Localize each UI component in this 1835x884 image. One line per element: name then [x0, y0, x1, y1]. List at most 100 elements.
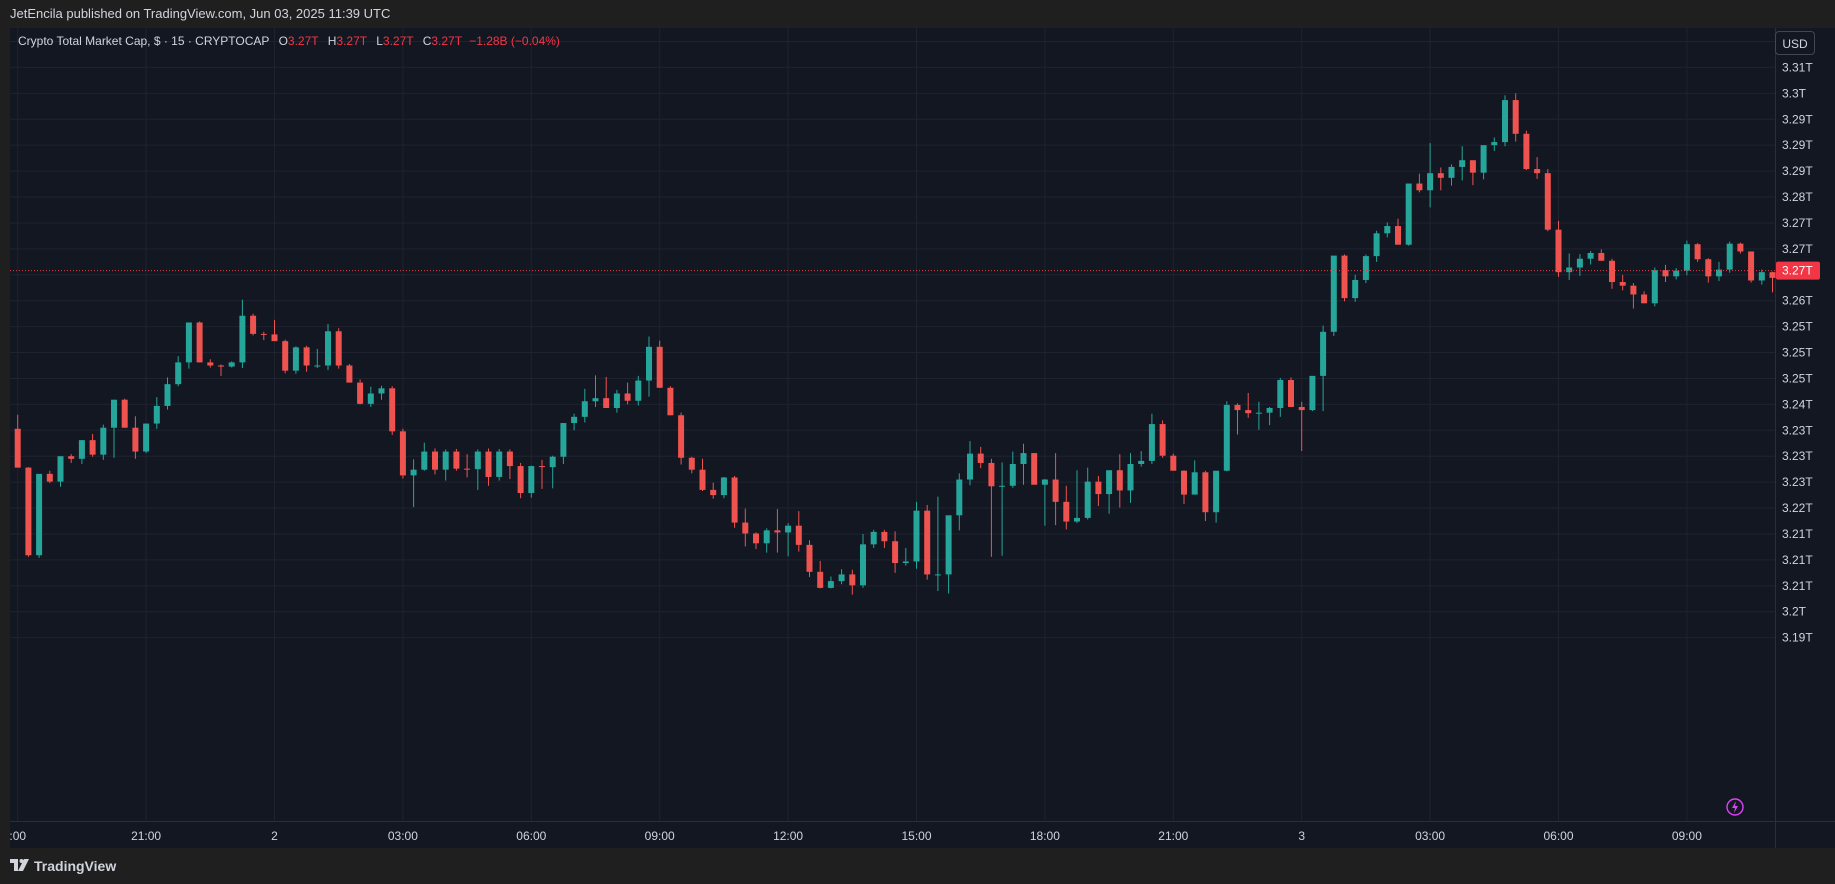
- candle-body: [731, 477, 738, 523]
- candle-body: [1288, 380, 1294, 407]
- candle-body: [1181, 470, 1187, 495]
- candle-body: [1683, 244, 1690, 271]
- time-axis-label: :00: [10, 829, 26, 843]
- candle-body: [100, 427, 107, 455]
- candle-body: [1459, 160, 1466, 167]
- candle-body: [89, 440, 96, 455]
- price-axis-label: 3.2T: [1782, 605, 1807, 619]
- time-axis-label: 03:00: [1415, 829, 1445, 843]
- candle-body: [14, 428, 21, 468]
- candle-body: [1341, 255, 1348, 299]
- candle-body: [1566, 267, 1573, 273]
- candle-body: [1598, 253, 1605, 261]
- candle-body: [1245, 410, 1252, 414]
- candle-body: [464, 468, 471, 470]
- price-axis-label: 3.24T: [1782, 397, 1813, 411]
- candle-body: [517, 466, 524, 494]
- time-axis-label: 06:00: [516, 829, 546, 843]
- candle-body: [121, 399, 128, 428]
- candle-body: [646, 346, 652, 381]
- candle-body: [763, 530, 770, 544]
- footer-brand[interactable]: TradingView: [34, 858, 117, 874]
- candle-body: [1502, 100, 1508, 143]
- candle-body: [977, 453, 984, 463]
- candle-body: [1705, 259, 1712, 277]
- candle-body: [956, 479, 963, 516]
- candle-body: [539, 466, 545, 468]
- candle-body: [1576, 258, 1583, 268]
- candle-body: [1448, 166, 1455, 178]
- candle-body: [1159, 424, 1166, 456]
- candle-body: [1619, 282, 1626, 286]
- candle-body: [1416, 183, 1423, 191]
- candle-body: [913, 510, 920, 562]
- candle-body: [1127, 463, 1134, 491]
- open-label: O: [278, 34, 288, 48]
- price-axis-label: 3.25T: [1782, 371, 1813, 385]
- candle-body: [1395, 226, 1401, 245]
- candle-body: [175, 362, 182, 385]
- candle-body: [1373, 233, 1380, 257]
- candle-body: [1758, 272, 1765, 281]
- time-axis-label: 03:00: [388, 829, 418, 843]
- candle-body: [860, 544, 866, 586]
- candle-body: [1523, 133, 1530, 170]
- currency-button[interactable]: USD: [1775, 31, 1815, 55]
- candlestick-chart[interactable]: 3.31T3.31T3.3T3.29T3.29T3.29T3.28T3.27T3…: [10, 28, 1835, 848]
- candle-body: [999, 485, 1006, 487]
- candle-body: [325, 331, 331, 366]
- candle-body: [1298, 406, 1305, 411]
- candle-body: [1031, 453, 1038, 485]
- candle-body: [218, 365, 224, 367]
- candle-body: [1320, 331, 1327, 376]
- candle-body: [250, 315, 257, 334]
- low-label: L: [376, 34, 383, 48]
- candle-body: [1223, 404, 1230, 471]
- candle-body: [1009, 463, 1016, 486]
- tradingview-logo-icon[interactable]: [10, 857, 32, 873]
- lightning-icon[interactable]: [1725, 797, 1745, 817]
- price-axis-label: 3.21T: [1782, 553, 1813, 567]
- chart-frame[interactable]: 3.31T3.31T3.3T3.29T3.29T3.29T3.28T3.27T3…: [10, 28, 1835, 848]
- close-value: 3.27T: [431, 34, 462, 48]
- candle-body: [1309, 375, 1316, 411]
- candle-body: [143, 423, 150, 452]
- candle-body: [25, 467, 32, 556]
- candle-body: [581, 401, 588, 417]
- publish-info-bar: JetEncila published on TradingView.com, …: [0, 0, 1835, 28]
- symbol-name: Crypto Total Market Cap, $ · 15 · CRYPTO…: [18, 34, 270, 48]
- candle-body: [720, 477, 727, 496]
- candle-body: [1673, 270, 1680, 277]
- price-axis-label: 3.23T: [1782, 475, 1813, 489]
- time-axis-label: 06:00: [1543, 829, 1573, 843]
- candle-body: [496, 451, 503, 477]
- candle-body: [1512, 100, 1519, 134]
- candle-body: [1041, 479, 1048, 485]
- candle-body: [314, 365, 321, 367]
- candle-body: [485, 451, 492, 477]
- candle-body: [1769, 272, 1776, 278]
- time-axis-label: 3: [1298, 829, 1305, 843]
- candle-body: [806, 544, 813, 572]
- candle-body: [1641, 294, 1648, 304]
- change-value: −1.28B (−0.04%): [469, 34, 560, 48]
- candle-body: [1202, 472, 1209, 513]
- candle-body: [1362, 256, 1369, 280]
- footer-bar: TradingView: [0, 848, 1835, 884]
- candle-body: [1052, 479, 1059, 502]
- candle-body: [1534, 169, 1541, 174]
- candle-body: [1095, 481, 1102, 495]
- price-axis-label: 3.29T: [1782, 138, 1813, 152]
- candle-body: [410, 469, 417, 476]
- low-value: 3.27T: [382, 34, 414, 48]
- candle-body: [667, 387, 674, 416]
- candle-body: [1748, 251, 1755, 281]
- candle-body: [774, 530, 781, 533]
- candle-body: [795, 525, 802, 545]
- candle-body: [399, 431, 406, 476]
- price-axis-label: 3.23T: [1782, 449, 1813, 463]
- candle-body: [378, 388, 385, 394]
- candle-body: [442, 451, 449, 470]
- open-value: 3.27T: [287, 34, 319, 48]
- candle-body: [560, 423, 567, 457]
